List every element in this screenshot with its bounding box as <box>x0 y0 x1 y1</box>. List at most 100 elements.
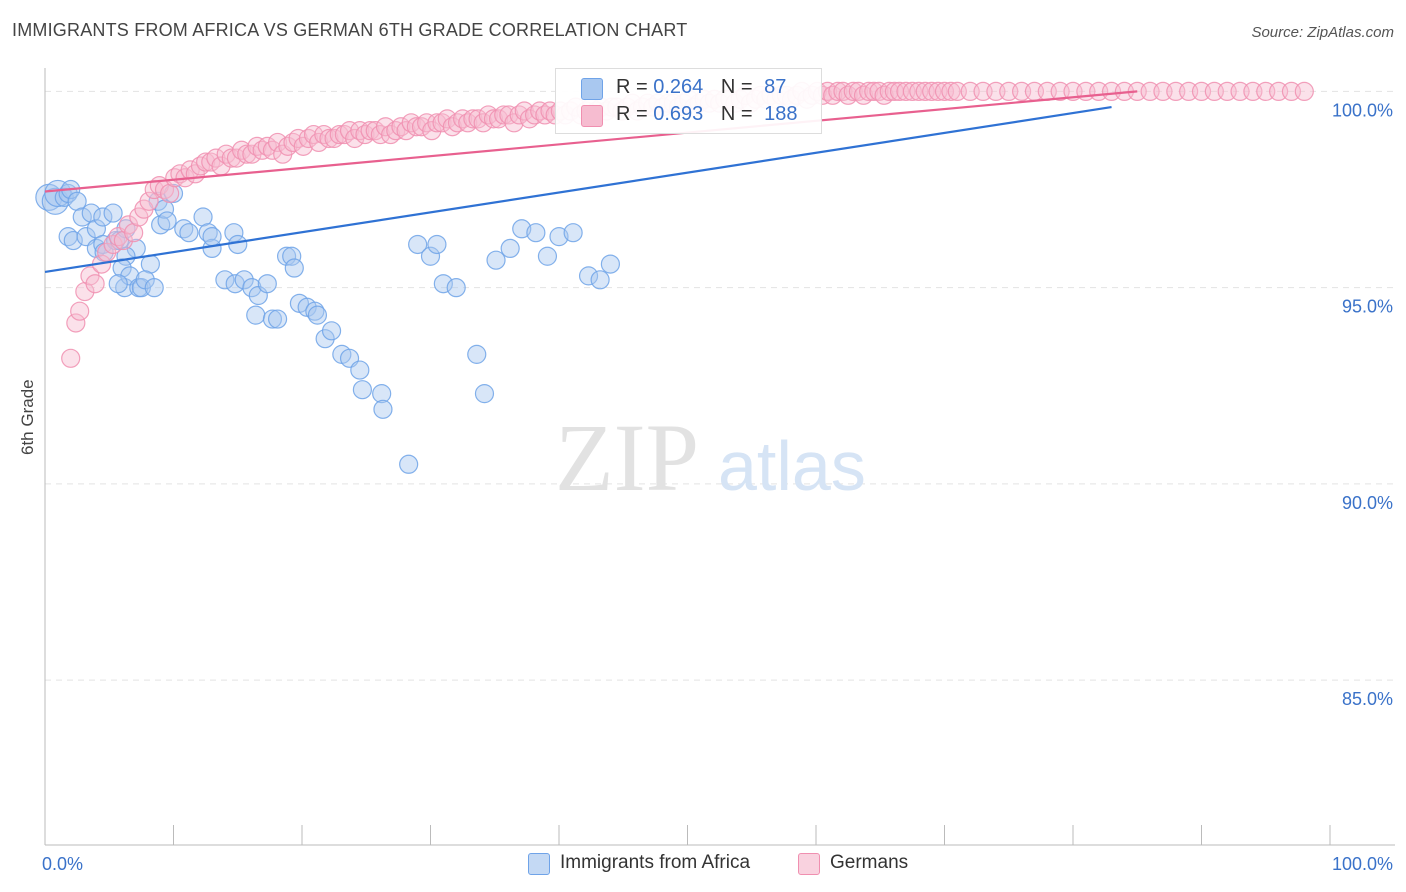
point-immigrants-from-africa <box>315 329 335 349</box>
point-immigrants-from-africa <box>420 246 441 266</box>
stats-swatch-blue <box>581 78 603 100</box>
point-immigrants-from-africa <box>537 246 558 266</box>
point-immigrants-from-africa <box>352 380 372 400</box>
correlation-stats-box: R = 0.264 N = 87 R = 0.693 N = 188 <box>555 68 822 134</box>
stats-n-label: N = <box>720 103 753 125</box>
point-germans <box>494 105 514 125</box>
point-immigrants-from-africa <box>578 266 599 286</box>
stats-text-germans: R = 0.693 N = 188 <box>616 103 798 126</box>
source-label: Source: ZipAtlas.com <box>1251 24 1394 41</box>
watermark-zip: ZIP <box>555 404 699 511</box>
point-germans <box>483 109 504 129</box>
trend-line-germans <box>44 90 1138 193</box>
point-immigrants-from-africa <box>467 344 487 364</box>
point-germans <box>406 117 426 137</box>
point-immigrants-from-africa <box>242 278 262 298</box>
point-immigrants-from-africa <box>512 219 532 239</box>
point-immigrants-from-africa <box>373 399 393 419</box>
legend-label-germans: Germans <box>830 852 909 873</box>
point-immigrants-from-africa <box>427 234 447 255</box>
point-immigrants-from-africa <box>526 223 546 243</box>
point-immigrants-from-africa <box>549 227 569 247</box>
point-immigrants-from-africa <box>590 270 610 290</box>
watermark-atlas: atlas <box>718 427 866 505</box>
point-germans <box>941 81 961 102</box>
point-immigrants-from-africa <box>350 360 370 380</box>
point-germans <box>864 81 884 102</box>
point-immigrants-from-africa <box>93 207 113 227</box>
point-immigrants-from-africa <box>284 258 304 278</box>
point-immigrants-from-africa <box>63 230 83 251</box>
point-immigrants-from-africa <box>321 321 342 341</box>
point-immigrants-from-africa <box>433 274 453 294</box>
stats-r-value: 0.693 <box>653 103 704 125</box>
point-germans <box>843 81 863 102</box>
point-immigrants-from-africa <box>399 454 419 474</box>
point-immigrants-from-africa <box>600 254 621 274</box>
stats-r-label: R = <box>616 76 648 98</box>
trend-lines <box>44 90 1138 274</box>
point-immigrants-from-africa <box>372 384 392 404</box>
point-immigrants-from-africa <box>144 278 164 298</box>
point-germans <box>70 301 90 321</box>
point-immigrants-from-africa <box>234 270 254 290</box>
point-germans <box>1294 81 1314 102</box>
y-tick-label: 85.0% <box>1342 689 1393 709</box>
point-immigrants-from-africa <box>246 305 266 325</box>
point-germans <box>319 128 339 149</box>
legend-swatch-blue <box>528 853 550 875</box>
point-germans <box>85 274 105 294</box>
point-immigrants-from-africa <box>486 250 506 270</box>
stats-text-africa: R = 0.264 N = 87 <box>616 76 786 99</box>
x-tick-label-max: 100.0% <box>1332 854 1393 874</box>
y-tick-label: 90.0% <box>1342 493 1393 513</box>
stats-swatch-pink <box>581 105 603 127</box>
point-immigrants-from-africa <box>262 309 283 329</box>
point-immigrants-from-africa <box>157 211 177 231</box>
point-immigrants-from-africa <box>202 227 222 247</box>
series-immigrants-from-africa <box>35 179 621 474</box>
point-immigrants-from-africa <box>446 278 466 298</box>
y-tick-label: 100.0% <box>1332 100 1393 120</box>
watermark: ZIP atlas <box>555 404 866 511</box>
point-germans <box>196 152 216 172</box>
tick-labels: 85.0% 90.0% 95.0% 100.0% 0.0% 100.0% <box>42 100 1393 874</box>
point-germans <box>329 124 349 145</box>
point-germans <box>267 132 288 153</box>
point-immigrants-from-africa <box>267 309 288 329</box>
point-germans <box>66 313 86 333</box>
point-germans <box>828 81 848 102</box>
point-germans <box>463 109 483 129</box>
point-germans <box>879 81 899 102</box>
point-immigrants-from-africa <box>44 179 72 208</box>
stats-r-value: 0.264 <box>653 76 704 98</box>
y-axis-title: 6th Grade <box>18 379 37 455</box>
point-immigrants-from-africa <box>276 246 297 266</box>
point-immigrants-from-africa <box>408 234 428 255</box>
grid-lines <box>45 90 1395 681</box>
point-immigrants-from-africa <box>474 384 495 404</box>
point-germans <box>427 113 447 133</box>
point-germans <box>61 348 81 368</box>
point-immigrants-from-africa <box>563 223 583 243</box>
chart-title: IMMIGRANTS FROM AFRICA VS GERMAN 6TH GRA… <box>12 20 688 40</box>
point-immigrants-from-africa <box>307 305 328 325</box>
stats-n-value: 87 <box>764 76 787 98</box>
point-germans <box>360 121 380 141</box>
stats-n-value: 188 <box>764 103 798 125</box>
legend-swatch-pink <box>798 853 820 875</box>
point-germans <box>859 81 879 102</box>
x-tick-label-min: 0.0% <box>42 854 83 874</box>
point-immigrants-from-africa <box>282 246 302 266</box>
stats-r-label: R = <box>616 103 648 125</box>
point-germans <box>139 191 159 211</box>
point-immigrants-from-africa <box>108 274 128 294</box>
point-immigrants-from-africa <box>103 203 123 223</box>
legend-label-africa: Immigrants from Africa <box>560 852 751 873</box>
point-immigrants-from-africa <box>228 234 248 255</box>
point-immigrants-from-africa <box>179 223 199 243</box>
point-immigrants-from-africa <box>215 270 235 290</box>
point-germans <box>237 144 257 164</box>
y-tick-label: 95.0% <box>1342 297 1393 317</box>
